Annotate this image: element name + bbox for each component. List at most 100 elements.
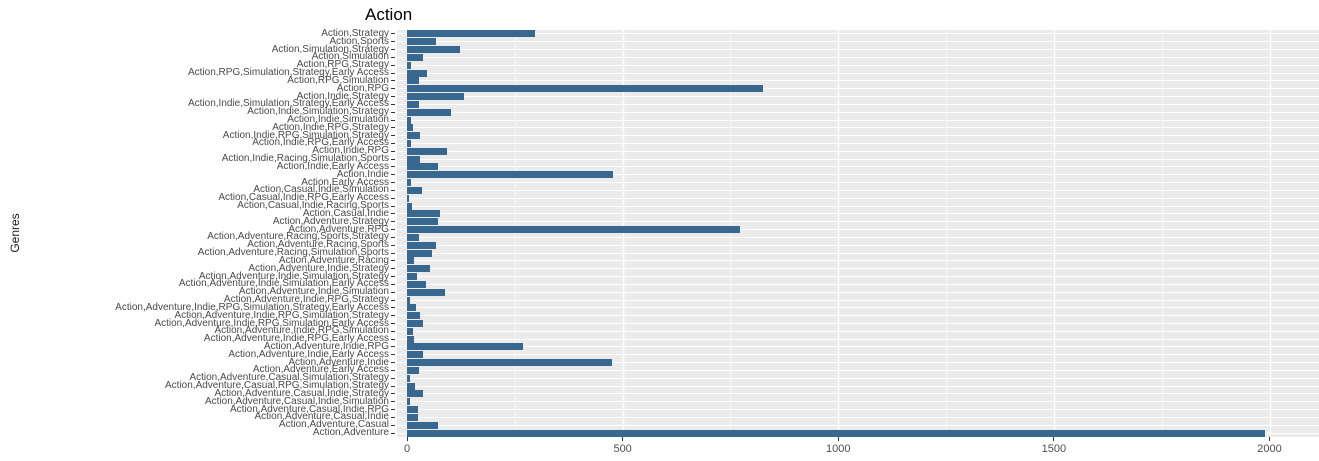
y-axis-tick-label: Action,Strategy [321, 27, 389, 39]
category-gridline [397, 189, 1319, 191]
y-axis-tick-label: Action,Adventure,Strategy [272, 215, 389, 227]
bar [407, 218, 438, 226]
bar [407, 351, 424, 359]
bar [407, 382, 415, 390]
bar [407, 202, 412, 210]
x-axis-tick-label: 1500 [1041, 443, 1067, 455]
y-axis-tick-label: Action,Adventure,Indie,RPG,Simulation,St… [115, 301, 389, 313]
bar [407, 155, 420, 163]
category-gridline [397, 338, 1319, 340]
bar [407, 132, 420, 140]
y-axis-tick [391, 307, 395, 309]
y-axis-tick [391, 88, 395, 90]
category-gridline [397, 409, 1319, 411]
y-axis-tick [391, 362, 395, 364]
category-gridline [397, 393, 1319, 395]
category-gridline [397, 401, 1319, 403]
y-axis-tick [391, 338, 395, 340]
y-axis-tick-label: Action,Indie,Simulation,Strategy [247, 106, 389, 118]
minor-gridline [730, 30, 732, 437]
bar [407, 139, 411, 147]
y-axis-tick [391, 369, 395, 371]
y-axis-tick-label: Action,Indie,RPG [312, 145, 389, 157]
y-axis-tick-label: Action,Adventure,Casual,RPG,Simulation,S… [165, 380, 389, 392]
bar [407, 226, 740, 234]
y-axis-tick-label: Action,Indie,Early Access [276, 160, 389, 172]
y-axis-tick-label: Action,Adventure,Indie,Simulation,Strate… [198, 270, 389, 282]
category-gridline [397, 416, 1319, 418]
y-axis-tick [391, 111, 395, 113]
bar [407, 46, 461, 54]
plot-panel [397, 30, 1319, 437]
y-axis-tick [391, 205, 395, 207]
chart-title: Action [365, 5, 413, 24]
category-gridline [397, 111, 1319, 113]
bar [407, 335, 414, 343]
y-axis-tick [391, 393, 395, 395]
y-axis-tick-label: Action,Adventure,Casual,Indie [254, 411, 389, 423]
bar [407, 186, 423, 194]
bar [407, 93, 464, 101]
y-axis-tick-label: Action,Simulation,Strategy [271, 43, 389, 55]
bar [407, 124, 413, 132]
y-axis-tick [391, 323, 395, 324]
category-gridline [397, 354, 1319, 356]
major-gridline [1269, 30, 1271, 437]
y-axis-tick-label: Action,Casual,Indie,RPG,Early Access [218, 192, 389, 204]
category-gridline [397, 96, 1319, 98]
y-axis-tick-label: Action,Adventure,Indie,Simulation,Early … [178, 278, 389, 290]
category-gridline [397, 221, 1319, 223]
y-axis-tick [391, 385, 395, 387]
y-axis-tick-label: Action,RPG,Simulation [287, 74, 389, 86]
category-gridline [397, 307, 1319, 309]
y-axis-tick [391, 189, 395, 191]
y-axis-tick-label: Action,Casual,Indie,Simulation [253, 184, 389, 196]
y-axis-tick-label: Action,Adventure,Casual,Simulation,Strat… [189, 372, 389, 384]
category-gridline [397, 142, 1319, 144]
bar [407, 233, 420, 241]
major-gridline [407, 30, 408, 437]
category-gridline [397, 182, 1319, 184]
bar [407, 320, 424, 327]
y-axis-tick [391, 330, 395, 332]
y-axis-tick [391, 56, 395, 58]
y-axis-tick [391, 80, 395, 82]
category-gridline [397, 72, 1319, 74]
y-axis-tick [391, 432, 395, 434]
y-axis-tick [391, 283, 395, 285]
bar [407, 273, 417, 281]
y-axis-labels: Action,Strategy Action,Sports Action,Simul… [0, 27, 389, 437]
y-axis-tick-label: Action,Indie,Simulation,Strategy,Early A… [187, 98, 389, 110]
y-axis-tick [391, 299, 395, 301]
category-gridline [397, 260, 1319, 262]
y-axis-tick-label: Action,Adventure,Indie,RPG,Simulation,Ea… [154, 317, 389, 329]
bar [407, 312, 420, 320]
bar [407, 398, 411, 406]
y-axis-tick [391, 150, 395, 152]
y-axis-tick-label: Action,Indie,RPG,Early Access [252, 137, 389, 149]
bar [407, 61, 411, 69]
x-axis-tick-label: 500 [613, 443, 632, 455]
y-axis-tick [391, 41, 395, 43]
y-axis-tick-label: Action,Adventure,Indie [288, 356, 389, 368]
category-gridline [397, 135, 1319, 137]
y-axis-tick-label: Action,Simulation [311, 51, 389, 63]
y-axis-tick [391, 291, 395, 293]
bar [407, 265, 430, 273]
category-gridline [397, 252, 1319, 254]
bar [407, 108, 451, 116]
y-axis-tick [391, 244, 395, 246]
y-axis-tick-label: Action,Adventure,Indie,Simulation [238, 286, 389, 298]
category-gridline [397, 158, 1319, 160]
y-axis-tick-label: Action,Early Access [301, 176, 389, 188]
y-axis-tick-label: Action,Adventure,Racing,Simulation,Sport… [197, 247, 389, 259]
bar [407, 85, 764, 93]
y-axis-tick [391, 221, 395, 223]
category-gridline [397, 424, 1319, 426]
category-gridline [397, 88, 1319, 90]
bar [407, 241, 436, 249]
minor-gridline [1161, 30, 1163, 437]
bar [407, 53, 424, 61]
category-gridline [397, 150, 1319, 152]
